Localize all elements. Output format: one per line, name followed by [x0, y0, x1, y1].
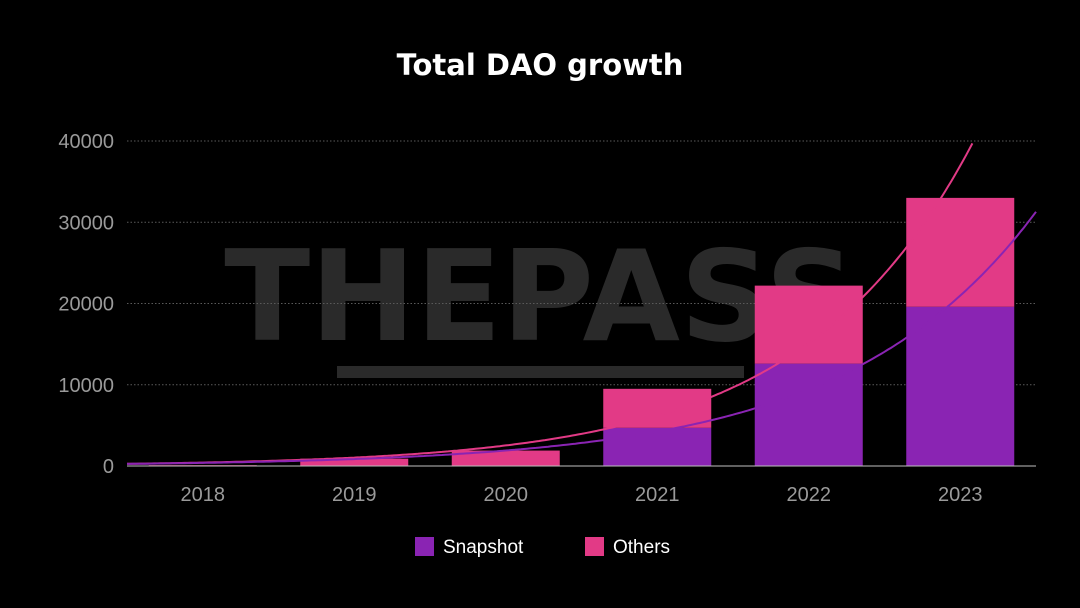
- y-tick-label: 30000: [58, 212, 114, 234]
- x-tick-label: 2019: [332, 484, 377, 506]
- legend-swatch-others: [585, 537, 604, 556]
- legend-swatch-snapshot: [415, 537, 434, 556]
- legend: Snapshot Others: [415, 537, 670, 558]
- x-tick-label: 2023: [938, 484, 983, 506]
- trendline-snapshot: [127, 211, 1037, 465]
- watermark-text: THEPASS: [224, 223, 856, 370]
- bar-others-2019: [300, 458, 409, 466]
- bar-snapshot-2023: [906, 306, 1015, 466]
- x-tick-label: 2021: [635, 484, 680, 506]
- trendlines: [127, 142, 1037, 465]
- y-tick-label: 0: [103, 456, 114, 478]
- x-tick-label: 2022: [787, 484, 832, 506]
- watermark-underline: [337, 366, 744, 378]
- legend-label-others: Others: [613, 537, 670, 558]
- bar-snapshot-2022: [754, 363, 863, 466]
- bar-others-2023: [906, 197, 1015, 307]
- bar-snapshot-2021: [603, 427, 712, 466]
- legend-label-snapshot: Snapshot: [443, 537, 524, 558]
- bars: [148, 197, 1015, 466]
- y-axis-ticks: 0 10000 20000 30000 40000: [58, 131, 114, 478]
- watermark: THEPASS: [224, 223, 856, 378]
- bar-others-2022: [754, 285, 863, 364]
- y-tick-label: 40000: [58, 131, 114, 153]
- y-tick-label: 20000: [58, 294, 114, 316]
- y-tick-label: 10000: [58, 375, 114, 397]
- bar-others-2021: [603, 388, 712, 428]
- chart-title: Total DAO growth: [397, 48, 684, 82]
- x-tick-label: 2018: [181, 484, 226, 506]
- x-axis-ticks: 2018 2019 2020 2021 2022 2023: [181, 484, 983, 506]
- bar-others-2020: [451, 450, 560, 466]
- gridlines: [127, 140, 1036, 386]
- x-tick-label: 2020: [484, 484, 529, 506]
